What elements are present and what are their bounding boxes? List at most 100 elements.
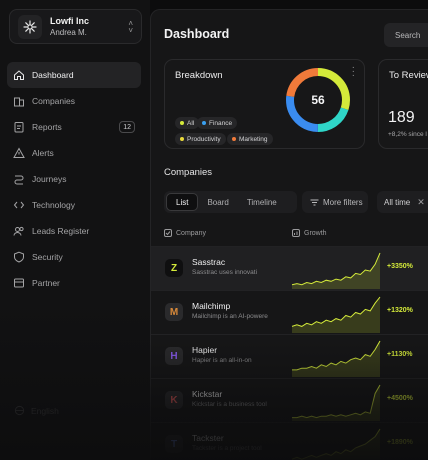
more-filters-button[interactable]: More filters bbox=[302, 191, 368, 213]
growth-value: +4500% bbox=[387, 395, 413, 402]
language-label: English bbox=[31, 405, 59, 416]
sidebar-item-label: Journeys bbox=[32, 174, 67, 184]
filter-icon bbox=[310, 199, 319, 205]
workspace-user: Andrea M. bbox=[50, 27, 87, 37]
breakdown-card: Breakdown · · · All Finance Productivity M… bbox=[164, 59, 365, 149]
time-range-button[interactable]: All time ✕ bbox=[377, 191, 428, 213]
sidebar-item-journeys[interactable]: Journeys bbox=[7, 166, 141, 192]
workspace-name: Lowfi Inc bbox=[50, 15, 89, 26]
users-icon bbox=[13, 226, 24, 236]
companies-title: Companies bbox=[164, 167, 213, 178]
tag-label: Finance bbox=[209, 119, 233, 127]
company-logo-icon: K bbox=[165, 391, 183, 409]
route-icon bbox=[14, 175, 24, 185]
column-company[interactable]: Company bbox=[164, 229, 206, 237]
tag-dot bbox=[180, 121, 184, 125]
sidebar-item-companies[interactable]: Companies bbox=[7, 88, 141, 114]
reports-icon bbox=[14, 122, 24, 133]
sidebar-item-label: Companies bbox=[32, 96, 75, 106]
sidebar-item-label: Partner bbox=[32, 278, 60, 288]
tab-timeline[interactable]: Timeline bbox=[246, 197, 277, 207]
company-description: Sasstrac uses innovati bbox=[192, 269, 258, 276]
sidebar-item-technology[interactable]: Technology bbox=[7, 192, 141, 218]
tag-marketing[interactable]: Marketing bbox=[227, 133, 273, 145]
to-review-title: To Review bbox=[389, 70, 428, 81]
workspace-logo-icon bbox=[18, 14, 42, 39]
tag-label: Productivity bbox=[187, 135, 221, 143]
code-icon bbox=[13, 201, 25, 209]
table-row[interactable]: Z Sasstrac Sasstrac uses innovati +3350% bbox=[151, 246, 428, 290]
home-icon bbox=[14, 70, 24, 80]
company-description: Kickstar is a business tool bbox=[192, 401, 267, 408]
more-filters-label: More filters bbox=[323, 197, 363, 207]
donut-segment bbox=[286, 68, 350, 132]
sparkline-area bbox=[292, 385, 380, 421]
column-growth-label: Growth bbox=[304, 229, 327, 237]
to-review-value: 189 bbox=[388, 109, 415, 126]
checkbox-icon[interactable] bbox=[164, 229, 172, 237]
table-row[interactable]: M Mailchimp Mailchimp is an AI-powere +1320… bbox=[151, 290, 428, 334]
table-header: Company Growth bbox=[164, 229, 428, 243]
search-button[interactable]: Search bbox=[384, 23, 428, 47]
sidebar-nav: Dashboard Companies Reports 12 Alerts Jo… bbox=[7, 62, 141, 296]
chevron-up-down-icon: ˄ ˅ bbox=[128, 18, 133, 35]
sidebar-item-dashboard[interactable]: Dashboard bbox=[7, 62, 141, 88]
time-range-label: All time bbox=[384, 197, 411, 207]
sparkline-area bbox=[292, 253, 380, 289]
tab-board[interactable]: Board bbox=[207, 197, 229, 207]
sidebar-item-security[interactable]: Security bbox=[7, 244, 141, 270]
sidebar-item-leads-register[interactable]: Leads Register bbox=[7, 218, 141, 244]
table-row[interactable]: H Hapier Hapier is an all-in-on +1130% bbox=[151, 334, 428, 378]
tag-all[interactable]: All bbox=[175, 117, 200, 129]
sidebar-item-label: Security bbox=[32, 252, 63, 262]
company-name[interactable]: Kickstar bbox=[192, 389, 223, 399]
breakdown-total: 56 bbox=[311, 93, 325, 107]
company-name[interactable]: Tackster bbox=[192, 433, 224, 443]
tag-label: Marketing bbox=[239, 135, 268, 143]
company-logo-icon: H bbox=[165, 347, 183, 365]
sidebar-item-label: Reports bbox=[32, 122, 62, 132]
sidebar-item-partner[interactable]: Partner bbox=[7, 270, 141, 296]
chart-icon bbox=[292, 229, 300, 237]
sidebar-item-alerts[interactable]: Alerts bbox=[7, 140, 141, 166]
sparkline-area bbox=[292, 297, 380, 333]
partner-icon bbox=[14, 278, 24, 288]
sidebar: Lowfi Inc Andrea M. ˄ ˅ Dashboard Compani… bbox=[0, 0, 150, 460]
table-row[interactable]: K Kickstar Kickstar is a business tool +450… bbox=[151, 378, 428, 422]
sparkline-area bbox=[292, 341, 380, 377]
growth-value: +1320% bbox=[387, 307, 413, 314]
growth-sparkline bbox=[292, 384, 381, 421]
more-vertical-icon[interactable]: · · · bbox=[351, 62, 355, 81]
sidebar-item-reports[interactable]: Reports 12 bbox=[7, 114, 141, 140]
tag-finance[interactable]: Finance bbox=[197, 117, 238, 129]
close-icon[interactable]: ✕ bbox=[417, 196, 425, 207]
shield-icon bbox=[14, 251, 24, 263]
sparkline-area bbox=[292, 429, 380, 460]
donut-segment bbox=[286, 68, 350, 132]
growth-sparkline bbox=[291, 428, 381, 460]
company-name[interactable]: Mailchimp bbox=[192, 301, 231, 311]
workspace-switcher[interactable]: Lowfi Inc Andrea M. ˄ ˅ bbox=[9, 9, 142, 44]
tag-label: All bbox=[187, 119, 195, 127]
reports-count-badge: 12 bbox=[119, 121, 135, 133]
company-logo-icon: T bbox=[165, 435, 183, 453]
tag-dot bbox=[202, 121, 206, 125]
company-name[interactable]: Hapier bbox=[192, 345, 218, 355]
growth-sparkline bbox=[291, 252, 381, 289]
alert-icon bbox=[13, 147, 25, 158]
growth-sparkline bbox=[291, 296, 381, 333]
tag-dot bbox=[232, 137, 236, 141]
language-selector[interactable]: English bbox=[14, 405, 59, 416]
growth-value: +3350% bbox=[387, 263, 413, 270]
growth-sparkline bbox=[292, 340, 381, 377]
growth-value: +1890% bbox=[387, 439, 413, 446]
column-growth[interactable]: Growth bbox=[292, 229, 327, 237]
tag-productivity[interactable]: Productivity bbox=[175, 133, 226, 145]
company-name[interactable]: Sasstrac bbox=[192, 257, 226, 267]
sparkline-line bbox=[291, 296, 381, 327]
tab-list[interactable]: List bbox=[166, 193, 199, 211]
growth-value: +1130% bbox=[387, 351, 413, 358]
main-panel: Dashboard Search Breakdown · · · All Finan… bbox=[150, 9, 428, 460]
company-description: Hapier is an all-in-on bbox=[192, 357, 252, 364]
table-row[interactable]: T Tackster Tackster is a project tool +1890… bbox=[151, 422, 428, 460]
